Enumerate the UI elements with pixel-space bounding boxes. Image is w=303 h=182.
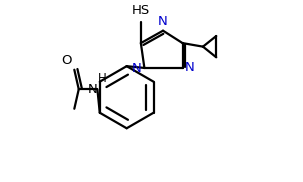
- Text: N: N: [157, 15, 167, 28]
- Text: O: O: [61, 54, 72, 67]
- Text: N: N: [185, 61, 195, 74]
- Text: N: N: [88, 83, 97, 96]
- Text: HS: HS: [132, 4, 150, 17]
- Text: N: N: [132, 62, 142, 75]
- Text: H: H: [98, 72, 107, 85]
